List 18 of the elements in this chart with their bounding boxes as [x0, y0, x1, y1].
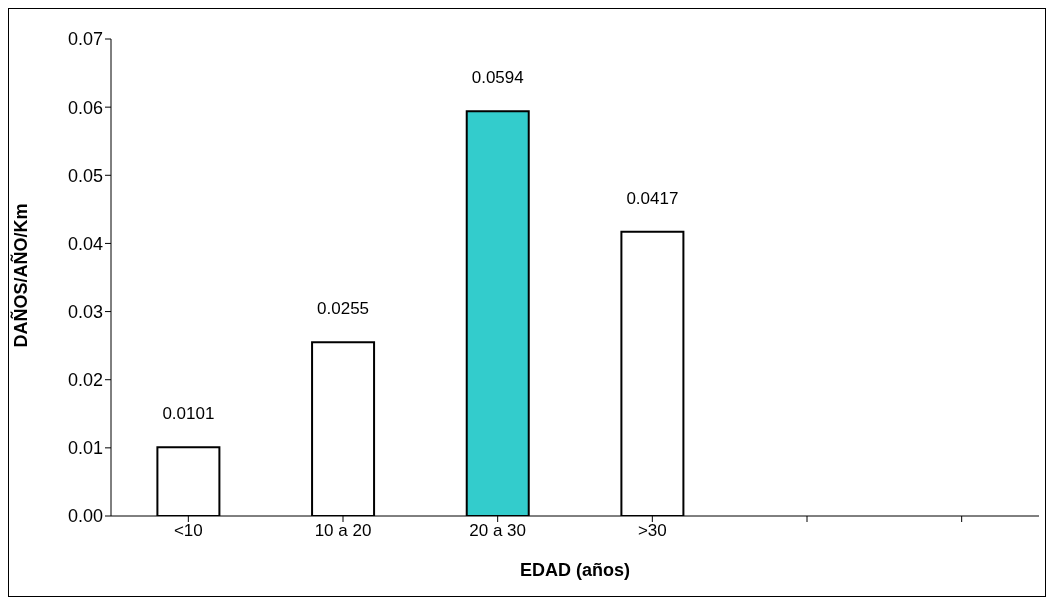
data-label: 0.0101 [162, 404, 215, 424]
y-tick-label: 0.07 [67, 29, 103, 50]
y-tick-label: 0.02 [67, 370, 103, 391]
y-tick-label: 0.05 [67, 165, 103, 186]
x-tick-label: >30 [637, 521, 667, 541]
y-tick-label: 0.01 [67, 438, 103, 459]
data-label: 0.0594 [471, 68, 524, 88]
x-tick-label: <10 [173, 521, 203, 541]
x-tick-label: 10 a 20 [314, 521, 372, 541]
x-axis-title: EDAD (años) [519, 560, 631, 580]
x-tick-label: 20 a 30 [469, 521, 527, 541]
y-axis-title: DAÑOS/AÑO/Km [10, 203, 32, 348]
y-tick-label: 0.06 [67, 97, 103, 118]
y-tick-label: 0.00 [67, 506, 103, 527]
y-tick-label: 0.04 [67, 233, 103, 254]
y-tick-label: 0.03 [67, 301, 103, 322]
data-label: 0.0255 [317, 299, 370, 319]
data-label: 0.0417 [626, 188, 679, 208]
